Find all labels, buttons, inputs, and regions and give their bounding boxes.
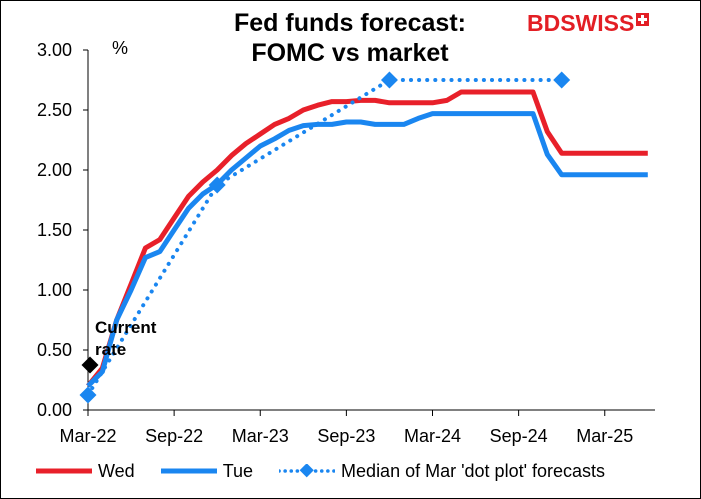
legend-label-wed: Wed [98, 460, 135, 481]
y-tick-label: 1.00 [37, 280, 72, 300]
brand-logo-text: BDSWISS [527, 10, 635, 36]
x-tick-label: Sep-24 [490, 426, 548, 446]
series-line-dot-plot [86, 78, 564, 397]
chart-title-line2: FOMC vs market [251, 39, 449, 67]
chart-series [79, 71, 648, 404]
brand-plus-icon [636, 13, 650, 26]
x-tick-label: Sep-23 [317, 426, 375, 446]
chart-legend: Wed Tue Median of Mar 'dot plot' forecas… [36, 458, 686, 484]
dot-plot-diamond-point [208, 176, 226, 194]
current-rate-label: rate [95, 340, 126, 359]
x-tick-label: Mar-22 [59, 426, 116, 446]
legend-swatch-wed [36, 468, 92, 474]
y-tick-label: 1.50 [37, 220, 72, 240]
legend-label-tue: Tue [222, 460, 254, 481]
chart-annotations: Current rate [81, 318, 157, 374]
chart-title: Fed funds forecast: FOMC vs market [190, 8, 510, 68]
legend-item-dot-plot: Median of Mar 'dot plot' forecasts [279, 461, 605, 482]
dot-plot-diamond-point [553, 71, 571, 89]
legend-diamond-icon [299, 464, 314, 478]
current-rate-diamond [81, 356, 99, 374]
chart-axes: 0.00 0.50 1.00 1.50 2.00 2.50 3.00 % Mar-22 Sep-2… [37, 38, 655, 446]
series-line-wed [86, 89, 648, 388]
legend-item-wed: Wed [36, 461, 135, 482]
legend-label-dot-plot: Median of Mar 'dot plot' forecasts [341, 460, 606, 481]
y-tick-label: 2.50 [37, 100, 72, 120]
y-tick-label: 2.00 [37, 160, 72, 180]
x-tick-label: Mar-25 [576, 426, 633, 446]
brand-logo: BDSWISS [527, 10, 650, 37]
x-tick-label: Mar-23 [232, 426, 289, 446]
y-tick-label: 3.00 [37, 40, 72, 60]
series-line-tue [86, 111, 648, 388]
y-tick-label: 0.50 [37, 340, 72, 360]
x-tick-label: Sep-22 [145, 426, 203, 446]
current-rate-label: Current [95, 318, 157, 337]
dot-plot-diamond-point [380, 71, 398, 89]
y-tick-label: 0.00 [37, 400, 72, 420]
x-tick-label: Mar-24 [404, 426, 461, 446]
legend-swatch-dot-plot [279, 464, 336, 478]
legend-item-tue: Tue [160, 460, 254, 482]
y-axis-label: % [112, 38, 128, 58]
legend-swatch-tue [160, 468, 217, 474]
chart-title-line1: Fed funds forecast: [234, 9, 466, 37]
dot-plot-diamond-point [79, 386, 97, 404]
